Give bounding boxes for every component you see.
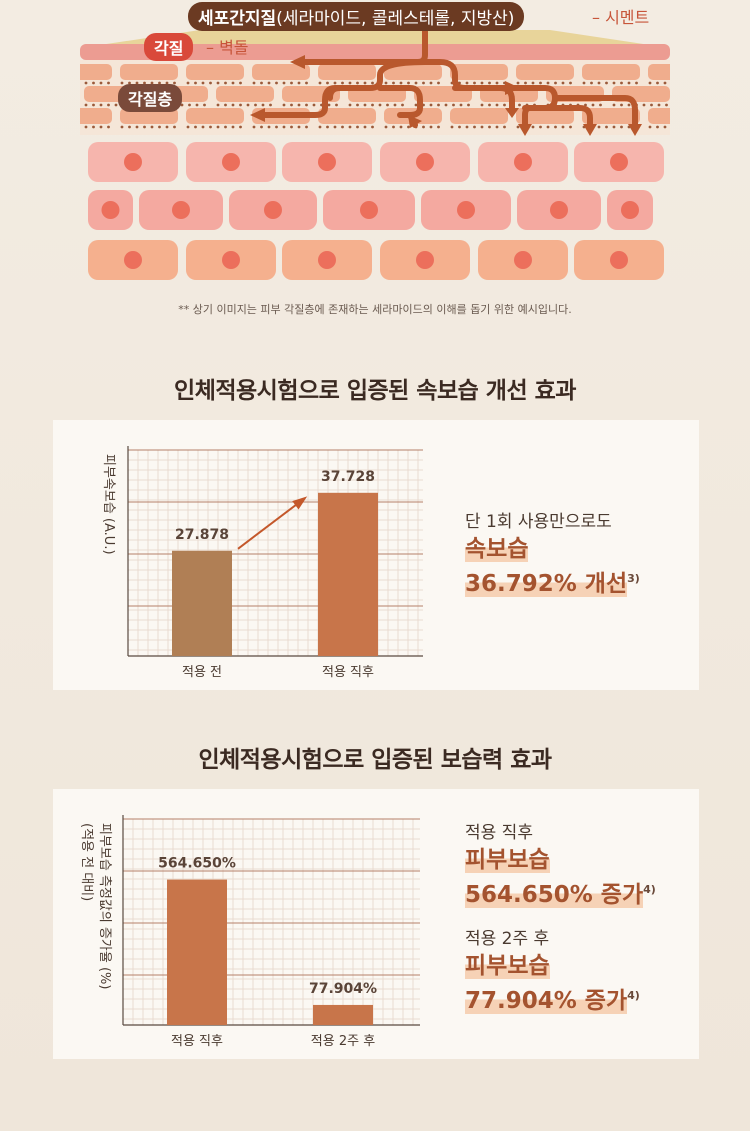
skin-diagram: 세포간지질(세라마이드, 콜레스테롤, 지방산) – 시멘트 각질 – 벽돌 각… bbox=[54, 0, 706, 290]
cell-nucleus bbox=[457, 201, 475, 219]
keratin-brick bbox=[516, 64, 574, 80]
keratin-brick bbox=[216, 86, 274, 102]
keratin-brick bbox=[252, 64, 310, 80]
summary2b-footnote: 4) bbox=[627, 989, 640, 1002]
bar-value-label: 27.878 bbox=[175, 527, 229, 543]
bar-2 bbox=[313, 1004, 373, 1025]
summary1-line3: 36.792% 개선 bbox=[465, 570, 628, 597]
lipid-flow-arrows bbox=[262, 22, 638, 131]
chart2-summary-b: 적용 2주 후 피부보습 77.904% 증가4) bbox=[465, 927, 640, 1016]
chart1-svg: 27.878 적용 전 37.728 적용 직후 피부속보습 (A.U.) bbox=[101, 446, 423, 680]
stratum-corneum-label: 각질층 bbox=[118, 84, 183, 112]
keratin-brick bbox=[54, 108, 112, 124]
cell-nucleus bbox=[101, 201, 120, 219]
cell-nucleus bbox=[222, 251, 240, 269]
summary2a-footnote: 4) bbox=[643, 883, 656, 896]
increase-arrowhead bbox=[292, 496, 308, 510]
cell-nucleus bbox=[416, 153, 434, 171]
summary1-line1: 단 1회 사용만으로도 bbox=[465, 512, 612, 532]
cell-nucleus bbox=[318, 153, 336, 171]
section2-title: 인체적용시험으로 입증된 보습력 효과 bbox=[198, 747, 552, 773]
cell-nucleus bbox=[264, 201, 282, 219]
keratin-brick bbox=[384, 64, 442, 80]
bar-value-label: 37.728 bbox=[321, 469, 375, 485]
section1-title: 인체적용시험으로 입증된 속보습 개선 효과 bbox=[174, 378, 576, 404]
category-label: 적용 2주 후 bbox=[311, 1034, 375, 1049]
chart2-panel: 564.650% 적용 직후 77.904% 적용 2주 후 피부보습 측정값의 증가율… bbox=[53, 789, 699, 1059]
cell-nucleus bbox=[514, 251, 532, 269]
y-axis-sublabel: (적용 전 대비) bbox=[79, 823, 94, 901]
cell-nucleus bbox=[416, 251, 434, 269]
chart1-panel: 27.878 적용 전 37.728 적용 직후 피부속보습 (A.U.) 단 1회 사… bbox=[53, 420, 699, 690]
y-axis-label: 피부속보습 (A.U.) bbox=[101, 454, 116, 555]
keratin-brick bbox=[516, 108, 574, 124]
keratin-brick bbox=[120, 64, 178, 80]
keratin-brick bbox=[186, 64, 244, 80]
bar-1 bbox=[167, 879, 227, 1025]
cell-nucleus bbox=[172, 201, 190, 219]
category-label: 적용 직후 bbox=[171, 1034, 223, 1049]
chart1-summary: 단 1회 사용만으로도 속보습 36.792% 개선3) bbox=[465, 510, 640, 599]
cell-nucleus bbox=[610, 251, 628, 269]
bar-value-label: 77.904% bbox=[309, 981, 377, 997]
summary2b-line1: 적용 2주 후 bbox=[465, 929, 550, 949]
cell-nucleus bbox=[610, 153, 628, 171]
keratin-brick bbox=[318, 108, 376, 124]
brick-note: – 벽돌 bbox=[206, 38, 249, 57]
cell-nucleus bbox=[124, 251, 142, 269]
keratin-brick bbox=[648, 64, 706, 80]
cell-nucleus bbox=[550, 201, 568, 219]
chart2-summary-a: 적용 직후 피부보습 564.650% 증가4) bbox=[465, 821, 656, 910]
chart2-svg: 564.650% 적용 직후 77.904% 적용 2주 후 피부보습 측정값의 증가율… bbox=[79, 815, 420, 1049]
category-label: 적용 직후 bbox=[322, 665, 374, 680]
category-label: 적용 전 bbox=[182, 665, 222, 680]
cell-nucleus bbox=[222, 153, 240, 171]
intercellular-lipid-label: 세포간지질(세라마이드, 콜레스테롤, 지방산) bbox=[188, 2, 525, 31]
cell-nucleus bbox=[360, 201, 378, 219]
summary1-line2: 속보습 bbox=[465, 536, 529, 562]
keratin-brick bbox=[186, 108, 244, 124]
increase-arrow bbox=[237, 498, 305, 550]
bar-2 bbox=[318, 492, 378, 656]
summary1-footnote: 3) bbox=[627, 572, 640, 585]
keratin-brick bbox=[318, 64, 376, 80]
keratin-brick bbox=[54, 64, 112, 80]
keratin-brick bbox=[450, 64, 508, 80]
diagram-disclaimer: ** 상기 이미지는 피부 각질층에 존재하는 세라마이드의 이해를 돕기 위한… bbox=[178, 303, 572, 316]
summary2a-line2: 피부보습 bbox=[465, 847, 550, 873]
cell-nucleus bbox=[318, 251, 336, 269]
bar-value-label: 564.650% bbox=[158, 856, 236, 872]
summary2a-line1: 적용 직후 bbox=[465, 823, 533, 843]
keratin-brick bbox=[120, 108, 178, 124]
summary2a-line3: 564.650% 증가 bbox=[465, 881, 644, 908]
keratin-brick bbox=[582, 108, 640, 124]
bar-1 bbox=[172, 550, 232, 656]
keratin-brick bbox=[450, 108, 508, 124]
keratin-brick bbox=[582, 64, 640, 80]
cell-nucleus bbox=[514, 153, 532, 171]
cell-nucleus bbox=[124, 153, 142, 171]
cement-note: – 시멘트 bbox=[592, 8, 650, 27]
summary2b-line3: 77.904% 증가 bbox=[465, 987, 628, 1014]
keratin-label: 각질 bbox=[144, 33, 194, 61]
keratin-brick bbox=[648, 108, 706, 124]
summary2b-line2: 피부보습 bbox=[465, 953, 550, 979]
cell-nucleus bbox=[621, 201, 639, 219]
y-axis-label: 피부보습 측정값의 증가율 (%) bbox=[97, 823, 112, 989]
